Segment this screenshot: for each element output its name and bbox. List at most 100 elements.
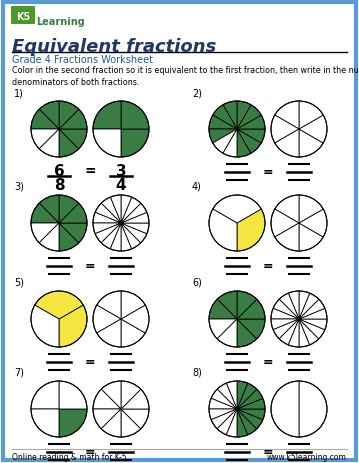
Wedge shape [288,291,299,319]
Wedge shape [121,213,149,224]
Wedge shape [237,381,248,409]
Wedge shape [299,291,310,319]
Wedge shape [299,210,327,238]
Wedge shape [121,409,141,437]
Wedge shape [39,224,59,251]
Wedge shape [299,319,327,330]
Wedge shape [59,130,87,150]
Wedge shape [97,319,121,347]
Wedge shape [217,319,237,347]
Wedge shape [209,300,237,319]
Wedge shape [275,102,299,130]
Wedge shape [121,409,149,429]
Wedge shape [209,399,237,409]
Text: Online reading & math for K-5: Online reading & math for K-5 [12,452,127,461]
Wedge shape [237,383,257,409]
Wedge shape [31,130,59,150]
Wedge shape [59,195,79,224]
Wedge shape [271,319,299,330]
Wedge shape [226,381,237,409]
Wedge shape [223,102,237,130]
Wedge shape [97,291,121,319]
Wedge shape [31,409,59,437]
Wedge shape [39,195,59,224]
Wedge shape [299,300,325,319]
Wedge shape [93,102,121,130]
Wedge shape [211,389,237,409]
Wedge shape [59,381,87,409]
Text: K5: K5 [16,12,30,22]
Wedge shape [121,195,132,224]
Text: www.k5learning.com: www.k5learning.com [267,452,347,461]
Wedge shape [279,319,299,345]
Wedge shape [121,130,149,158]
Text: =: = [85,445,95,458]
Wedge shape [213,130,237,154]
Wedge shape [121,319,145,347]
Wedge shape [121,224,149,234]
Text: 2): 2) [192,88,202,98]
Wedge shape [237,319,265,339]
Text: 6: 6 [53,163,64,179]
Wedge shape [121,204,147,224]
Wedge shape [101,224,121,250]
Wedge shape [299,319,319,345]
Wedge shape [31,381,59,409]
Wedge shape [299,224,323,251]
Wedge shape [95,224,121,243]
Wedge shape [237,409,257,435]
Wedge shape [93,409,121,429]
Wedge shape [271,210,299,238]
Wedge shape [217,291,237,319]
Wedge shape [237,409,248,437]
Wedge shape [275,224,299,251]
Wedge shape [59,305,87,347]
Wedge shape [209,210,237,251]
Wedge shape [237,409,263,429]
Wedge shape [121,305,149,333]
Wedge shape [93,305,121,333]
Wedge shape [31,204,59,224]
Wedge shape [271,309,299,319]
Wedge shape [35,291,83,319]
Wedge shape [209,116,237,130]
Text: Learning: Learning [36,17,85,27]
Wedge shape [59,102,79,130]
Text: 6): 6) [192,277,202,288]
Wedge shape [237,399,265,409]
Wedge shape [275,130,299,158]
Text: Equivalent fractions: Equivalent fractions [12,38,216,56]
Text: =: = [263,166,273,179]
Wedge shape [237,291,257,319]
Wedge shape [121,291,145,319]
Wedge shape [59,224,79,251]
Wedge shape [237,130,265,144]
Wedge shape [279,294,299,319]
Wedge shape [299,195,323,224]
Wedge shape [299,381,327,437]
Wedge shape [93,213,121,224]
Wedge shape [209,319,237,339]
Wedge shape [211,409,237,429]
Wedge shape [101,409,121,437]
Wedge shape [110,195,121,224]
Wedge shape [93,224,121,234]
Wedge shape [299,309,327,319]
Wedge shape [237,102,251,130]
Wedge shape [237,130,251,158]
Wedge shape [237,319,257,347]
Wedge shape [273,319,299,339]
Text: =: = [263,445,273,458]
Text: =: = [263,356,273,369]
Wedge shape [299,130,323,158]
Wedge shape [271,381,299,437]
Text: 3: 3 [116,163,126,179]
Wedge shape [213,106,237,130]
Wedge shape [59,409,87,437]
Text: Color in the second fraction so it is equivalent to the first fraction, then wri: Color in the second fraction so it is eq… [12,66,359,87]
FancyBboxPatch shape [11,7,35,25]
Wedge shape [237,130,261,154]
Wedge shape [299,294,319,319]
FancyBboxPatch shape [3,3,356,460]
Wedge shape [121,389,149,409]
